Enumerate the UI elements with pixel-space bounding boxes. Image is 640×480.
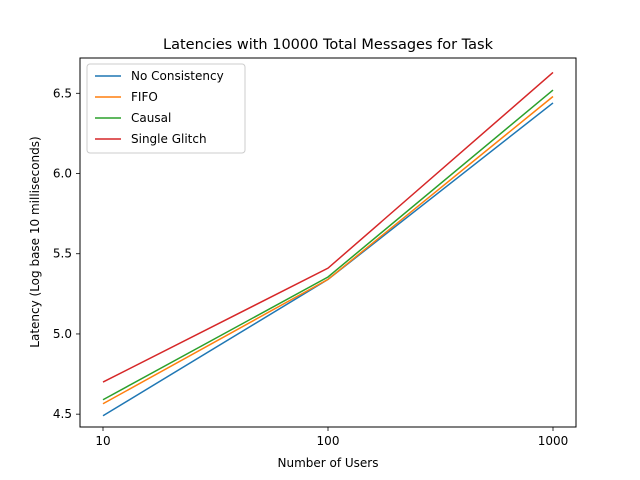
x-tick-label: 100 xyxy=(317,434,340,448)
legend: No Consistency FIFO Causal Single Glitch xyxy=(86,63,246,154)
legend-label: No Consistency xyxy=(131,69,224,83)
x-tick-label: 1000 xyxy=(538,434,569,448)
y-tick-label: 6.0 xyxy=(53,167,72,181)
y-axis-title: Latency (Log base 10 milliseconds) xyxy=(28,136,42,347)
legend-label: Single Glitch xyxy=(131,132,207,146)
y-tick-label: 4.5 xyxy=(53,407,72,421)
x-axis-ticks: 10 100 1000 xyxy=(95,427,568,448)
series-line-3 xyxy=(102,71,554,383)
y-tick-label: 6.5 xyxy=(53,86,72,100)
series-line-1 xyxy=(102,95,554,405)
y-tick-label: 5.5 xyxy=(53,247,72,261)
legend-frame xyxy=(86,63,246,154)
y-axis-ticks: 4.5 5.0 5.5 6.0 6.5 xyxy=(53,86,80,421)
legend-label: Causal xyxy=(131,111,171,125)
y-tick-label: 5.0 xyxy=(53,327,72,341)
x-tick-label: 10 xyxy=(95,434,110,448)
series-line-2 xyxy=(102,89,554,401)
chart-title: Latencies with 10000 Total Messages for … xyxy=(163,37,494,53)
legend-label: FIFO xyxy=(131,90,158,104)
series-layer xyxy=(102,71,554,417)
x-axis-title: Number of Users xyxy=(277,456,378,470)
